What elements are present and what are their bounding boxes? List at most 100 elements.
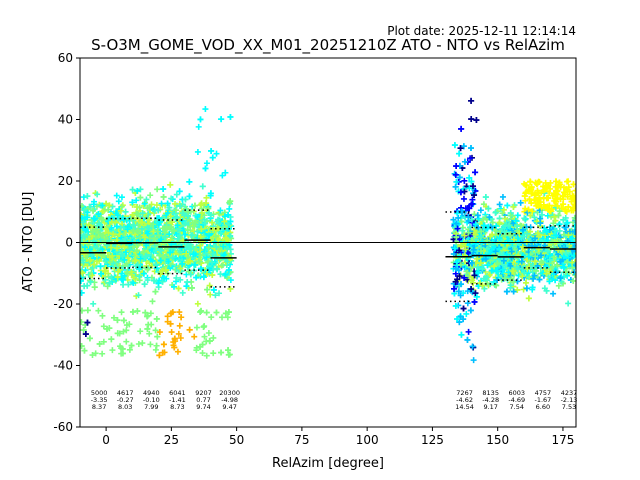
data-point [177,202,184,209]
data-point [120,216,127,223]
chart-title: S-O3M_GOME_VOD_XX_M01_20251210Z ATO - NT… [91,36,565,55]
data-point [129,199,136,206]
data-point [198,226,205,233]
data-point [468,145,475,152]
data-point [109,347,116,354]
data-point [138,225,145,232]
data-point [136,273,143,280]
data-point [120,317,127,324]
data-point [467,307,474,314]
data-point [105,206,112,213]
data-point [155,207,162,214]
data-point [499,210,506,217]
data-point [139,210,146,217]
data-point [157,257,164,264]
data-point [183,283,190,290]
data-point [147,341,154,348]
data-point [99,246,106,253]
data-point [109,252,116,259]
data-point [80,203,85,210]
data-point [493,282,500,289]
data-point [159,225,166,232]
data-point [482,269,489,276]
data-point [499,193,506,200]
data-point [208,147,215,154]
data-point [142,234,149,241]
data-point [89,272,96,279]
data-point [119,345,126,352]
data-point [154,186,161,193]
data-point [193,324,200,331]
data-point [469,343,476,350]
data-point [130,274,137,281]
data-point [133,204,140,211]
data-point [152,327,159,334]
data-point [144,230,151,237]
data-point [187,271,194,278]
data-point [136,266,143,273]
data-point [122,208,129,215]
data-point [138,219,145,226]
data-point [227,198,234,205]
data-point [200,323,207,330]
data-point [451,170,458,177]
data-point [556,208,563,215]
data-point [164,313,171,320]
data-point [126,246,133,253]
data-point [178,244,185,251]
data-point [460,195,467,202]
data-point [122,235,129,242]
data-point [224,314,231,321]
data-point [106,202,113,209]
data-point [113,245,120,252]
data-point [89,264,96,271]
data-point [108,224,115,231]
data-point [484,262,491,269]
data-point [93,258,100,265]
data-point [173,274,180,281]
data-point [91,284,98,291]
data-point [527,212,534,219]
data-point [482,211,489,218]
data-point [198,266,205,273]
data-point [102,225,109,232]
data-point [213,309,220,316]
data-point [167,181,174,188]
data-point [477,207,484,214]
data-point [175,226,182,233]
data-point [218,116,225,123]
data-point [91,261,98,268]
data-point [153,315,160,322]
data-point [159,349,166,356]
data-point [225,211,232,218]
data-point [168,329,175,336]
data-point [185,208,192,215]
data-point [177,247,184,254]
data-point [221,213,228,220]
data-point [198,307,205,314]
data-point [223,236,230,243]
data-point [555,222,562,229]
data-point [80,327,87,334]
data-point [209,154,216,161]
data-point [82,331,89,338]
data-point [196,258,203,265]
data-point [225,267,232,274]
data-point [224,258,231,265]
data-point [82,267,89,274]
data-point [464,300,471,307]
data-point [471,211,478,218]
data-point [460,305,467,312]
data-point [90,201,97,208]
data-point [188,232,195,239]
data-point [191,333,198,340]
data-point [571,223,576,230]
data-point [147,310,154,317]
data-point [163,223,170,230]
data-point [450,216,457,223]
data-point [172,200,179,207]
data-point [154,333,161,340]
data-point [210,227,217,234]
data-point [197,201,204,208]
